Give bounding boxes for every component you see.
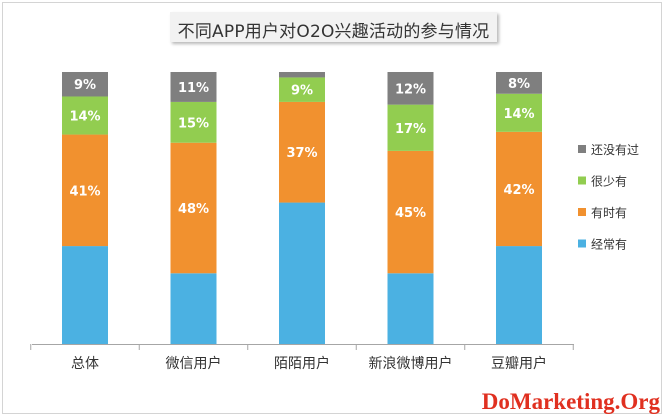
data-label-1-1: 48% bbox=[178, 202, 209, 217]
data-label-2-1: 37% bbox=[286, 146, 317, 161]
legend-label-0: 还没有过 bbox=[591, 142, 639, 157]
bar-segment-2-1 bbox=[279, 101, 325, 203]
legend-swatch-1 bbox=[578, 176, 586, 185]
x-tick-label-0: 总体 bbox=[71, 356, 99, 372]
watermark-text: DoMarketing.Org bbox=[481, 389, 660, 414]
x-tick-label-4: 豆瓣用户 bbox=[491, 355, 547, 372]
legend-label-3: 经常有 bbox=[591, 238, 627, 252]
data-label-4-3: 8% bbox=[508, 77, 530, 92]
bar-segment-3-1 bbox=[387, 150, 434, 274]
bar-segment-3-2 bbox=[387, 104, 434, 151]
bar-segment-0-1 bbox=[62, 134, 108, 247]
bar-segment-0-3 bbox=[62, 72, 108, 97]
data-label-3-3: 12% bbox=[395, 82, 426, 97]
data-label-0-1: 41% bbox=[69, 184, 100, 199]
data-label-4-1: 42% bbox=[503, 183, 534, 198]
bar-segment-1-2 bbox=[170, 101, 217, 143]
data-label-1-3: 11% bbox=[178, 81, 209, 96]
bar-segment-4-0 bbox=[496, 246, 542, 344]
bar-segment-4-3 bbox=[496, 72, 542, 94]
data-label-0-3: 9% bbox=[74, 78, 96, 93]
bar-segment-4-1 bbox=[496, 131, 542, 247]
data-label-4-2: 14% bbox=[503, 107, 534, 122]
legend-label-1: 很少有 bbox=[591, 175, 627, 189]
chart-title-box: 不同APP用户对O2O兴趣活动的参与情况 bbox=[170, 12, 497, 42]
bar-segment-2-3 bbox=[279, 72, 325, 78]
data-label-2-2: 9% bbox=[291, 84, 313, 99]
bar-segment-2-0 bbox=[279, 202, 325, 344]
bar-segment-1-3 bbox=[170, 72, 217, 102]
bar-segment-2-2 bbox=[279, 77, 325, 102]
bar-segment-3-3 bbox=[387, 72, 434, 105]
data-label-1-2: 15% bbox=[178, 116, 209, 131]
data-label-3-2: 17% bbox=[395, 122, 426, 137]
bar-segment-1-1 bbox=[170, 142, 217, 274]
chart-frame bbox=[2, 2, 662, 414]
legend-swatch-3 bbox=[578, 239, 586, 248]
chart-title: 不同APP用户对O2O兴趣活动的参与情况 bbox=[177, 22, 490, 42]
x-tick-label-2: 陌陌用户 bbox=[274, 355, 330, 372]
bar-segment-3-0 bbox=[387, 273, 434, 344]
bar-segment-1-0 bbox=[170, 273, 217, 344]
data-label-0-2: 14% bbox=[69, 110, 100, 125]
bar-segment-4-2 bbox=[496, 93, 542, 132]
legend-label-2: 有时有 bbox=[591, 206, 627, 220]
x-tick-label-1: 微信用户 bbox=[166, 355, 222, 372]
legend-swatch-0 bbox=[578, 145, 586, 153]
data-label-3-1: 45% bbox=[395, 206, 426, 221]
bar-segment-0-2 bbox=[62, 96, 108, 135]
x-tick-label-3: 新浪微博用户 bbox=[369, 355, 453, 372]
bar-segment-0-0 bbox=[62, 246, 108, 344]
legend-swatch-2 bbox=[578, 208, 586, 216]
